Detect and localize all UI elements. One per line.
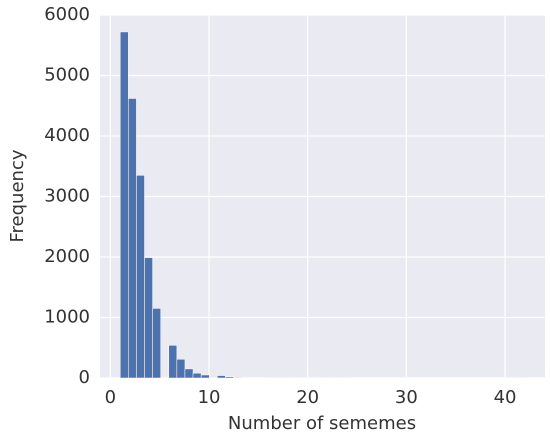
bar [176, 358, 186, 379]
y-tick-label: 4000 [44, 125, 90, 146]
bar [217, 375, 226, 379]
bar [192, 372, 202, 379]
x-tick-label: 10 [198, 387, 221, 408]
x-tick-label: 0 [105, 387, 116, 408]
bar [233, 377, 242, 379]
bar [136, 175, 145, 379]
bar [225, 376, 234, 379]
bar [200, 374, 210, 379]
y-tick-label: 1000 [44, 307, 90, 328]
x-tick-label: 20 [296, 387, 319, 408]
y-tick-label: 0 [79, 367, 90, 388]
y-tick-label: 3000 [44, 186, 90, 207]
bar [152, 308, 161, 379]
x-axis-label: Number of sememes [228, 413, 416, 434]
x-tick-label: 30 [395, 387, 418, 408]
bar [119, 31, 129, 379]
bar [184, 368, 194, 379]
x-tick-label: 40 [494, 387, 517, 408]
bar [128, 98, 137, 379]
y-tick-label: 6000 [44, 4, 90, 25]
y-tick-label: 5000 [44, 65, 90, 86]
y-axis-label: Frequency [7, 149, 28, 242]
bar [144, 257, 153, 379]
y-tick-label: 2000 [44, 246, 90, 267]
bar [168, 345, 178, 379]
